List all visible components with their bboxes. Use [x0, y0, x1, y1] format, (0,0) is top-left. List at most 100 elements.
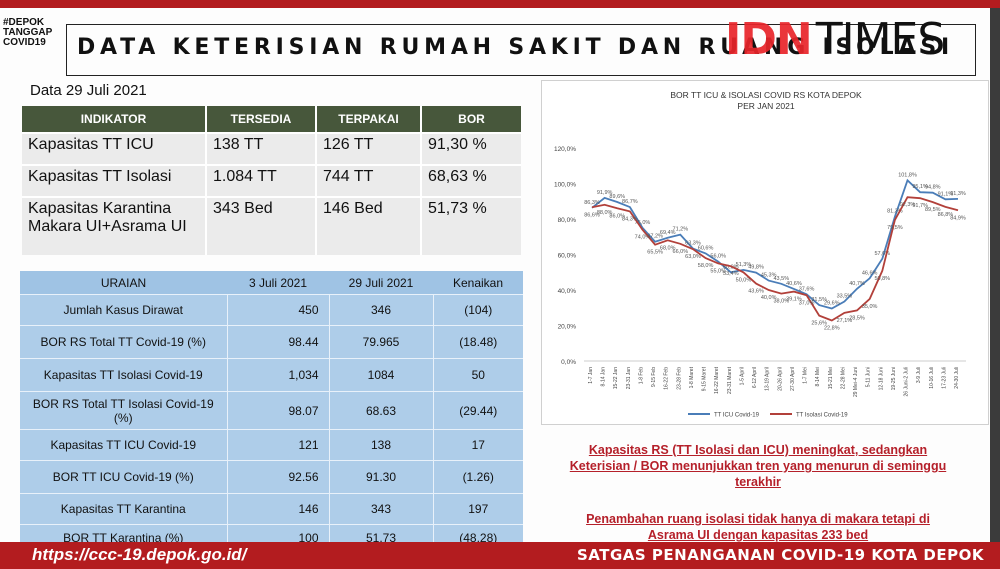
y-tick-label: 120,0% [554, 146, 576, 153]
x-tick-label: 19-25 Juni [891, 367, 897, 390]
table2-cell: 91.30 [329, 460, 434, 494]
table2-cell: 146 [227, 493, 330, 525]
data-label: 51,3% [736, 262, 752, 268]
data-label: 57,6% [874, 251, 890, 257]
data-date: Data 29 Juli 2021 [30, 82, 147, 99]
data-label: 66,0% [673, 249, 689, 255]
data-label: 86,7% [622, 199, 638, 205]
comparison-table-panel: URAIAN 3 Juli 2021 29 Juli 2021 Kenaikan… [20, 271, 523, 552]
table2-cell: (1.26) [433, 460, 523, 494]
table1-cell: 138 TT [206, 132, 317, 165]
x-tick-label: 16-22 Maret [714, 366, 720, 394]
x-tick-label: 13-19 April [765, 367, 771, 391]
x-tick-label: 9-15 Feb [651, 367, 657, 387]
table2-cell: BOR TT ICU Covid-19 (%) [20, 460, 228, 494]
data-label: 91,7% [912, 203, 928, 209]
x-tick-label: 10-16 Juli [929, 367, 935, 389]
x-tick-label: 6-12 April [752, 367, 758, 388]
data-label: 94,8% [925, 185, 941, 191]
table1-cell: Kapasitas Karantina Makara UI+Asrama UI [22, 196, 207, 255]
summary-table: INDIKATOR TERSEDIA TERPAKAI BOR Kapasita… [22, 106, 521, 255]
x-tick-label: 1-7 Jan [588, 367, 594, 384]
top-bar [0, 0, 1000, 8]
table2-cell: (104) [433, 294, 523, 326]
x-tick-label: 1-8 Maret [689, 366, 695, 388]
y-tick-label: 80,0% [558, 217, 577, 224]
table2-cell: 68.63 [329, 391, 434, 430]
data-label: 91,3% [950, 191, 966, 197]
table1-header: TERPAKAI [316, 106, 422, 133]
legend-label: TT ICU Covid-19 [714, 413, 760, 419]
page-title: DATA KETERISIAN RUMAH SAKIT DAN RUANG IS… [77, 35, 954, 60]
table1-cell: Kapasitas TT ICU [22, 132, 207, 165]
title-box: DATA KETERISIAN RUMAH SAKIT DAN RUANG IS… [66, 24, 976, 76]
x-tick-label: 22-28 Mei [840, 367, 846, 389]
data-label: 43,6% [748, 289, 764, 295]
note-line: Penambahan ruang isolasi tidak hanya di … [586, 512, 930, 526]
x-tick-label: 23-31 Maret [727, 366, 733, 394]
data-label: 67,2% [647, 234, 663, 240]
table2-cell: 98.07 [227, 391, 330, 430]
data-label: 68,0% [660, 245, 676, 251]
data-label: 50,0% [736, 277, 752, 283]
data-label: 40,7% [849, 281, 865, 287]
data-label: 74,0% [635, 235, 651, 241]
y-tick-label: 0,0% [561, 359, 576, 366]
table2-cell: 98.44 [227, 325, 330, 359]
note-line: Kapasitas RS (TT Isolasi dan ICU) mening… [588, 443, 928, 457]
data-label: 35,0% [862, 304, 878, 310]
table1-header: TERSEDIA [206, 106, 317, 133]
table1-cell: 1.084 TT [206, 164, 317, 197]
data-label: 50,0% [723, 264, 739, 270]
table2-cell: 92.56 [227, 460, 330, 494]
hashtag-line: #DEPOK [3, 17, 45, 28]
data-label: 22,8% [824, 326, 840, 332]
x-tick-label: 1-5 April [739, 367, 745, 385]
x-tick-label: 23-31 Jan [626, 367, 632, 389]
data-label: 33,5% [837, 294, 853, 300]
table2-cell: 343 [329, 493, 434, 525]
table2-cell: 138 [329, 429, 434, 461]
x-tick-label: 9-15 Maret [702, 366, 708, 391]
table2-cell: Jumlah Kasus Dirawat [20, 294, 228, 326]
data-label: 50,8% [874, 276, 890, 282]
chart-title: BOR TT ICU & ISOLASI COVID RS KOTA DEPOK [670, 90, 862, 100]
data-label: 60,6% [698, 245, 714, 251]
table2-cell: BOR RS Total TT Isolasi Covid-19 (%) [20, 391, 228, 430]
data-label: 40,6% [786, 281, 802, 287]
data-label: 84,9% [950, 215, 966, 221]
table2-cell: 79.965 [329, 325, 434, 359]
comparison-table: URAIAN 3 Juli 2021 29 Juli 2021 Kenaikan… [20, 271, 523, 552]
x-tick-label: 12-18 Juni [878, 367, 884, 390]
data-label: 88,0% [597, 210, 613, 216]
brand-logo: IDNTIMES [725, 14, 945, 68]
note-line: Keterisian / BOR menunjukkan tren yang m… [569, 459, 947, 473]
table1-cell: 126 TT [316, 132, 422, 165]
table2-cell: 50 [433, 358, 523, 392]
x-tick-label: 15-22 Jan [613, 367, 619, 389]
note-capacity: Kapasitas RS (TT Isolasi dan ICU) mening… [538, 442, 978, 490]
table2-header: 3 Juli 2021 [227, 271, 329, 295]
table2-cell: 1,034 [227, 358, 330, 392]
hashtag-logo: #DEPOK TANGGAP COVID19 [3, 18, 73, 48]
x-tick-label: 27-30 April [790, 367, 796, 391]
x-tick-label: 15-21 Mei [828, 367, 834, 389]
data-label: 91,1% [938, 191, 954, 197]
footer-url-link[interactable]: https://ccc-19.depok.go.id/ [32, 545, 247, 564]
data-label: 81,3% [887, 209, 903, 215]
data-label: 86,0% [609, 213, 625, 219]
table1-cell: 744 TT [316, 164, 422, 197]
table2-header: 29 Juli 2021 [329, 271, 433, 295]
x-tick-label: 24-30 Juli [954, 367, 960, 389]
table2-cell: 1084 [329, 358, 434, 392]
x-tick-label: 5-11 Juni [866, 367, 872, 387]
data-label: 79,5% [887, 225, 903, 231]
x-tick-label: 3-9 Juli [916, 367, 922, 383]
data-label: 91,9% [597, 190, 613, 196]
table1-cell: 91,30 % [421, 132, 521, 165]
data-label: 29,6% [824, 300, 840, 306]
brand-idn: IDN [725, 14, 813, 65]
note-line: Asrama UI dengan kapasitas 233 bed [647, 528, 869, 542]
data-label: 89,6% [609, 194, 625, 200]
